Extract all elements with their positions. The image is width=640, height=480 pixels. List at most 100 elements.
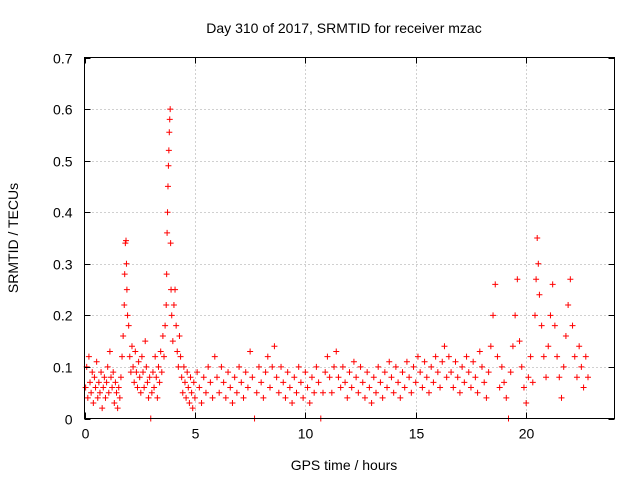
data-point	[479, 363, 485, 370]
data-point	[350, 358, 357, 365]
data-point	[117, 374, 124, 381]
data-point	[470, 358, 477, 365]
data-point	[196, 384, 203, 391]
data-point	[459, 363, 466, 370]
grid-lines	[84, 57, 615, 419]
data-point	[344, 394, 351, 401]
data-point	[93, 358, 100, 365]
data-point	[205, 363, 212, 370]
data-point	[225, 369, 232, 376]
data-point	[134, 384, 141, 391]
data-point	[102, 394, 109, 401]
data-point	[428, 363, 435, 370]
data-point	[353, 374, 360, 381]
data-point	[452, 358, 459, 365]
data-point	[153, 374, 160, 381]
data-point	[151, 384, 158, 391]
data-point	[512, 312, 519, 319]
data-point	[220, 379, 227, 386]
data-point	[112, 379, 119, 386]
data-point	[551, 322, 558, 329]
data-point	[289, 400, 296, 407]
data-point	[255, 363, 262, 370]
data-point	[122, 240, 129, 247]
data-point	[476, 348, 483, 355]
data-point	[399, 369, 406, 376]
data-point	[423, 374, 430, 381]
data-point	[152, 353, 159, 360]
data-point	[91, 374, 98, 381]
data-point	[253, 389, 260, 396]
data-point	[280, 379, 287, 386]
data-point	[582, 353, 589, 360]
data-point	[162, 322, 169, 329]
data-point	[89, 369, 96, 376]
data-point	[456, 389, 463, 396]
data-point	[231, 374, 238, 381]
data-point	[538, 322, 545, 329]
data-point	[448, 369, 455, 376]
data-point	[295, 363, 302, 370]
data-point	[355, 389, 362, 396]
x-tick-label: 10	[298, 426, 314, 442]
data-point	[571, 353, 578, 360]
y-tick-label: 0.2	[53, 308, 73, 324]
data-point	[492, 281, 499, 288]
data-point	[443, 374, 450, 381]
data-point	[202, 389, 209, 396]
data-point	[465, 369, 472, 376]
data-point	[463, 353, 470, 360]
data-point	[278, 363, 285, 370]
data-point	[198, 400, 205, 407]
data-point	[111, 400, 118, 407]
data-point	[95, 379, 102, 386]
data-point	[99, 405, 106, 412]
data-point	[247, 348, 254, 355]
data-point	[450, 384, 457, 391]
data-point	[487, 343, 494, 350]
data-point	[388, 374, 395, 381]
data-point	[131, 379, 138, 386]
data-point	[565, 302, 572, 309]
data-point	[100, 384, 107, 391]
data-point	[98, 369, 105, 376]
data-point	[439, 358, 446, 365]
data-point	[514, 276, 521, 283]
data-point	[194, 369, 201, 376]
plot-frame	[84, 57, 615, 419]
data-point	[200, 374, 207, 381]
data-point	[189, 405, 196, 412]
data-point	[509, 343, 516, 350]
data-point	[125, 322, 132, 329]
data-point	[87, 379, 94, 386]
data-point	[132, 348, 139, 355]
data-point	[377, 379, 384, 386]
data-point	[92, 384, 99, 391]
data-point	[342, 379, 349, 386]
x-axis-label: GPS time / hours	[291, 457, 398, 473]
data-point	[137, 389, 144, 396]
data-point	[324, 353, 331, 360]
data-point	[264, 353, 271, 360]
data-point	[207, 379, 214, 386]
data-point	[178, 374, 185, 381]
data-point	[540, 353, 547, 360]
data-point	[562, 332, 569, 339]
data-point	[110, 369, 117, 376]
data-point	[311, 389, 318, 396]
data-point	[529, 379, 536, 386]
data-point	[238, 379, 245, 386]
data-point	[403, 358, 410, 365]
data-point	[306, 400, 313, 407]
data-point	[164, 209, 171, 216]
y-tick-label: 0.4	[53, 205, 73, 221]
data-point	[163, 271, 170, 278]
data-point	[417, 369, 424, 376]
data-point	[267, 384, 273, 391]
data-point	[346, 369, 353, 376]
data-point	[170, 302, 177, 309]
data-point	[474, 389, 481, 396]
x-tick-label: 20	[519, 426, 535, 442]
data-point	[392, 363, 399, 370]
data-point	[331, 363, 338, 370]
